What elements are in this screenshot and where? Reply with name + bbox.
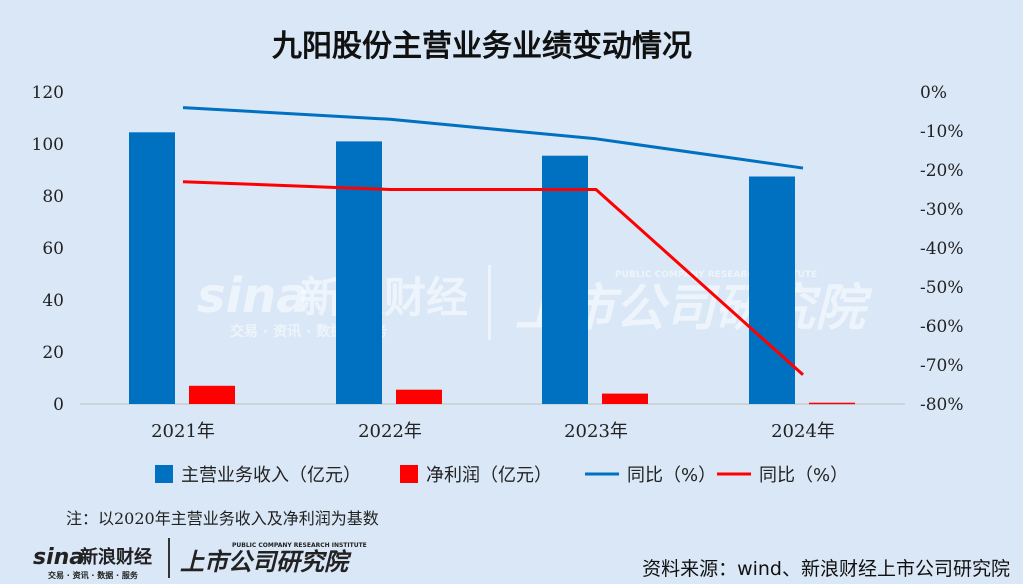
right-tick-label: -80% xyxy=(920,395,964,415)
legend: 主营业务收入（亿元） 净利润（亿元） 同比（%） 同比（%） xyxy=(155,465,848,486)
right-tick-label: -70% xyxy=(920,356,964,376)
brand-institute: 上市公司研究院 xyxy=(180,548,352,576)
left-tick-label: 100 xyxy=(32,135,64,155)
right-tick-label: -30% xyxy=(920,200,964,220)
watermark-institute-en: PUBLIC COMPANY RESEARCH INSTITUTE xyxy=(615,270,817,280)
watermark-brand: sina xyxy=(197,268,309,324)
net-profit-bar xyxy=(602,393,648,404)
legend-label: 主营业务收入（亿元） xyxy=(181,465,361,486)
legend-swatch xyxy=(155,465,173,483)
line-series-group xyxy=(182,106,805,376)
watermark-divider xyxy=(488,265,491,340)
revenue-bar xyxy=(542,155,588,404)
net-profit-bar xyxy=(396,389,442,404)
right-tick-label: -60% xyxy=(920,317,964,337)
legend-label: 净利润（亿元） xyxy=(426,465,552,486)
right-tick-label: -40% xyxy=(920,239,964,259)
net-profit-bar xyxy=(189,385,235,404)
left-tick-label: 80 xyxy=(42,187,64,207)
net-profit-bar xyxy=(809,402,855,405)
category-label: 2022年 xyxy=(358,421,422,442)
chart-title: 九阳股份主营业务业绩变动情况 xyxy=(272,29,692,64)
category-label: 2021年 xyxy=(151,421,215,442)
right-tick-label: 0% xyxy=(920,83,947,103)
brand-logo: sina 新浪财经 交易 · 资讯 · 数据 · 服务 上市公司研究院 PUBL… xyxy=(33,538,367,580)
right-tick-label: -20% xyxy=(920,161,964,181)
brand-institute-en: PUBLIC COMPANY RESEARCH INSTITUTE xyxy=(232,542,367,549)
right-tick-label: -10% xyxy=(920,122,964,142)
revenue-bar xyxy=(336,141,382,404)
legend-label: 同比（%） xyxy=(759,465,848,486)
left-tick-label: 0 xyxy=(53,395,64,415)
revenue-yoy-line xyxy=(182,106,804,170)
brand-sina: sina xyxy=(33,545,84,570)
category-label: 2024年 xyxy=(771,421,835,442)
revenue-bar xyxy=(749,176,795,404)
left-tick-label: 120 xyxy=(32,83,64,103)
watermark-brand-cn: 新浪财经 xyxy=(300,273,468,322)
left-tick-label: 60 xyxy=(42,239,64,259)
net-profit-yoy-line xyxy=(182,180,805,376)
footnote: 注：以2020年主营业务收入及净利润为基数 xyxy=(66,509,379,528)
left-axis: 0 20 40 60 80 100 120 xyxy=(32,83,64,415)
source-note: 资料来源：wind、新浪财经上市公司研究院 xyxy=(642,558,1010,580)
brand-cn: 新浪财经 xyxy=(80,546,152,568)
right-tick-label: -50% xyxy=(920,278,964,298)
category-axis: 2021年 2022年 2023年 2024年 xyxy=(151,421,835,442)
legend-swatch xyxy=(400,465,418,483)
brand-divider xyxy=(168,538,170,578)
brand-tagline: 交易 · 资讯 · 数据 · 服务 xyxy=(48,570,139,580)
bar-series-group xyxy=(129,132,855,405)
category-label: 2023年 xyxy=(564,421,628,442)
revenue-bar xyxy=(129,132,175,405)
left-tick-label: 40 xyxy=(42,291,64,311)
legend-label: 同比（%） xyxy=(627,465,716,486)
right-axis: 0% -10% -20% -30% -40% -50% -60% -70% -80% xyxy=(920,83,964,415)
left-tick-label: 20 xyxy=(42,343,64,363)
